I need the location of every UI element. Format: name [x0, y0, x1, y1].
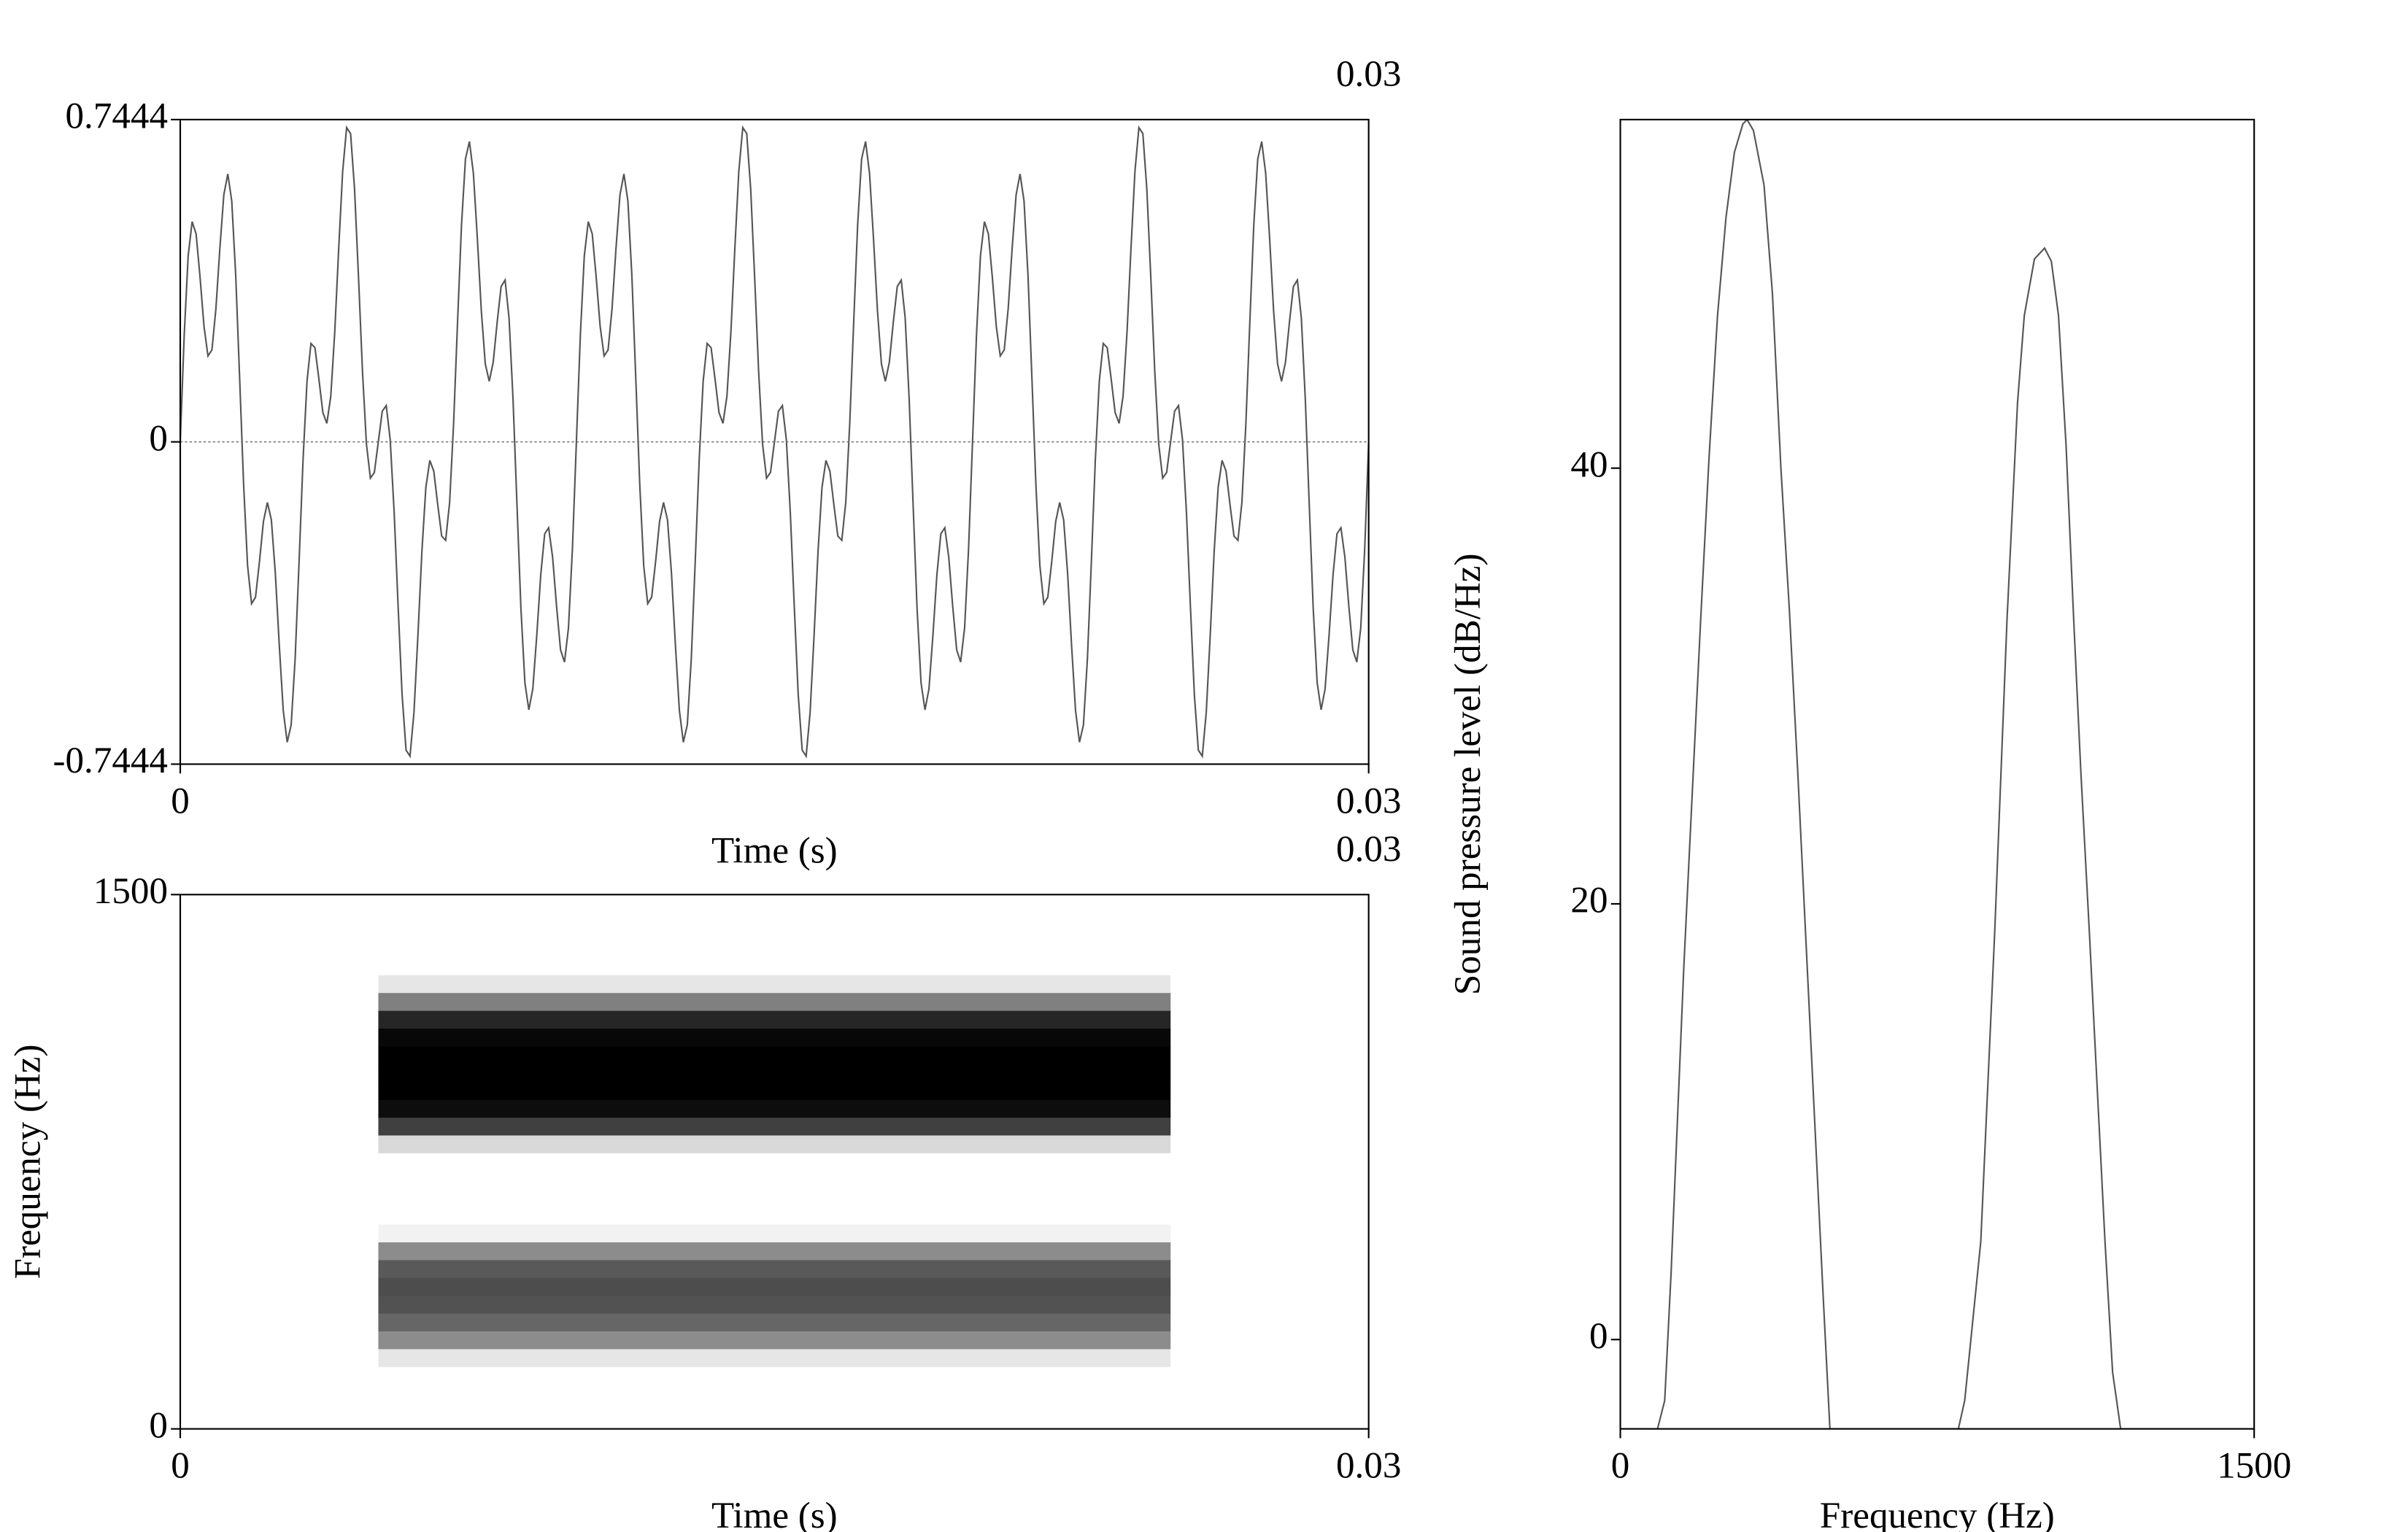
spectrogram-cell — [378, 1010, 1171, 1029]
time-end-label: 0.03 — [1336, 829, 1401, 870]
y-axis-label: Sound pressure level (dB/Hz) — [1447, 553, 1489, 995]
spectrogram-cell — [378, 1420, 1171, 1429]
spectrogram-cell — [378, 1206, 1171, 1225]
y-tick-label: 20 — [1570, 880, 1608, 921]
x-tick-label: 0 — [1611, 1445, 1630, 1487]
x-tick-label: 1500 — [2217, 1445, 2291, 1487]
y-tick-label: 0 — [149, 1404, 168, 1446]
spectrogram-cell — [378, 1312, 1171, 1332]
y-axis-label: Frequency (Hz) — [7, 1044, 48, 1279]
spectrogram-cell — [378, 1259, 1171, 1278]
spectrogram-cell — [378, 1348, 1171, 1367]
spectrogram-cell — [378, 1134, 1171, 1153]
plot-frame — [179, 894, 1370, 1430]
x-axis-label: Time (s) — [711, 830, 838, 872]
spectrogram-cell — [378, 1366, 1171, 1385]
x-axis-label: Time (s) — [711, 1495, 838, 1532]
spectrogram-cell — [378, 1099, 1171, 1118]
spectrogram-cell — [378, 975, 1171, 994]
y-tick-label: 0.7444 — [66, 96, 168, 137]
spectrogram-cell — [378, 1081, 1171, 1100]
x-axis-label: Frequency (Hz) — [1820, 1495, 2055, 1532]
y-tick-label: 1500 — [93, 870, 168, 912]
spectrogram-cell — [378, 1295, 1171, 1314]
spectrogram-cell — [378, 992, 1171, 1011]
spectrogram-cell — [378, 921, 1171, 940]
x-tick-label: 0.03 — [1336, 781, 1401, 822]
spectrogram-cell — [378, 1028, 1171, 1047]
spectrogram-cell — [378, 1331, 1171, 1350]
signal-line — [1620, 119, 2255, 1429]
spectrogram-cell — [378, 1188, 1171, 1207]
plot-area — [378, 894, 1171, 1429]
x-tick-label: 0 — [171, 781, 190, 822]
spectrogram-cell — [378, 1223, 1171, 1242]
spectrogram-cell — [378, 956, 1171, 975]
plot-frame — [1619, 118, 2255, 1430]
spectrogram-cell — [378, 1402, 1171, 1421]
spectrogram-cell — [378, 903, 1171, 922]
spectrogram-cell — [378, 1242, 1171, 1261]
x-tick-label: 0 — [171, 1445, 190, 1487]
spectrogram-cell — [378, 1384, 1171, 1403]
x-tick-label: 0.03 — [1336, 1445, 1401, 1487]
spectrogram-cell — [378, 1045, 1171, 1064]
plot-frame — [179, 118, 1370, 765]
spectrogram-cell — [378, 1277, 1171, 1296]
spectrogram-cell — [378, 1153, 1171, 1172]
spectrogram-cell — [378, 1170, 1171, 1189]
spectrogram-cell — [378, 1064, 1171, 1083]
y-tick-label: 0 — [1589, 1315, 1608, 1357]
time-end-label: 0.03 — [1336, 53, 1401, 95]
y-tick-label: 40 — [1570, 444, 1608, 485]
y-tick-label: 0 — [149, 417, 168, 459]
spectrogram-cell — [378, 1117, 1171, 1136]
y-tick-label: -0.7444 — [53, 740, 168, 781]
plot-area — [1620, 119, 2255, 1429]
spectrogram-cell — [378, 894, 1171, 905]
spectrogram-cell — [378, 939, 1171, 958]
